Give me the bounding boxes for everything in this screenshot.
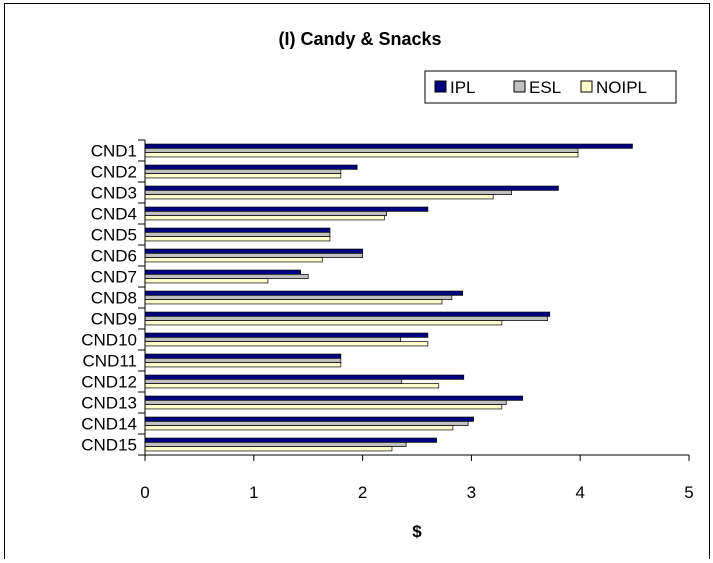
category-group bbox=[144, 395, 523, 410]
legend-swatch-esl bbox=[513, 80, 526, 93]
category-group bbox=[144, 269, 309, 284]
bar-esl-cnd6 bbox=[144, 253, 363, 259]
x-tick-label: 0 bbox=[140, 483, 149, 502]
bar-esl-cnd3 bbox=[144, 190, 513, 196]
y-tick-label: CND5 bbox=[91, 226, 137, 245]
category-group bbox=[144, 206, 429, 221]
category-group bbox=[144, 416, 474, 431]
legend: IPL ESL NOIPL bbox=[424, 70, 677, 104]
bar-ipl-cnd10 bbox=[144, 332, 429, 338]
bar-ipl-cnd2 bbox=[144, 164, 358, 170]
category-group bbox=[144, 332, 429, 347]
bar-noipl-cnd3 bbox=[144, 194, 494, 200]
category-group bbox=[144, 248, 363, 263]
y-tick-label: CND11 bbox=[83, 352, 137, 371]
category-group bbox=[144, 374, 465, 389]
bar-noipl-cnd9 bbox=[144, 320, 503, 326]
bar-esl-cnd11 bbox=[144, 358, 342, 364]
y-tick-label: CND3 bbox=[91, 184, 137, 203]
legend-label-esl: ESL bbox=[529, 78, 561, 97]
bar-ipl-cnd13 bbox=[144, 395, 523, 401]
bar-esl-cnd8 bbox=[144, 295, 453, 301]
x-axis-label: $ bbox=[412, 522, 422, 541]
bar-esl-cnd1 bbox=[144, 148, 579, 154]
bar-esl-cnd14 bbox=[144, 421, 469, 427]
category-group bbox=[144, 437, 437, 452]
category-group bbox=[144, 143, 633, 158]
x-tick-label: 2 bbox=[358, 483, 367, 502]
bar-ipl-cnd9 bbox=[144, 311, 551, 317]
category-group bbox=[144, 164, 358, 179]
chart-title: (I) Candy & Snacks bbox=[278, 29, 441, 49]
category-group bbox=[144, 290, 464, 305]
y-tick-label: CND9 bbox=[91, 310, 137, 329]
y-tick-label: CND12 bbox=[81, 373, 137, 392]
bar-esl-cnd4 bbox=[144, 211, 387, 217]
x-tick-label: 5 bbox=[684, 483, 693, 502]
chart-frame bbox=[4, 3, 710, 559]
bar-noipl-cnd1 bbox=[144, 152, 579, 158]
bar-esl-cnd2 bbox=[144, 169, 342, 175]
y-tick-label: CND1 bbox=[91, 142, 137, 161]
bar-noipl-cnd7 bbox=[144, 278, 269, 284]
bar-esl-cnd7 bbox=[144, 274, 309, 280]
y-tick-label: CND6 bbox=[91, 247, 137, 266]
y-tick-label: CND10 bbox=[81, 331, 137, 350]
y-tick-label: CND13 bbox=[81, 394, 137, 413]
bar-noipl-cnd13 bbox=[144, 404, 503, 410]
category-group bbox=[144, 311, 551, 326]
bar-ipl-cnd5 bbox=[144, 227, 331, 233]
bar-noipl-cnd5 bbox=[144, 236, 331, 242]
bar-ipl-cnd8 bbox=[144, 290, 464, 296]
bar-esl-cnd10 bbox=[144, 337, 402, 343]
bar-noipl-cnd2 bbox=[144, 173, 342, 179]
bar-ipl-cnd3 bbox=[144, 185, 559, 191]
bar-ipl-cnd4 bbox=[144, 206, 429, 212]
y-tick-label: CND15 bbox=[81, 436, 137, 455]
bar-noipl-cnd4 bbox=[144, 215, 385, 221]
legend-box bbox=[424, 70, 677, 104]
category-group bbox=[144, 353, 342, 368]
category-group bbox=[144, 227, 331, 242]
bar-noipl-cnd11 bbox=[144, 362, 342, 368]
bar-esl-cnd9 bbox=[144, 316, 548, 322]
y-tick-label: CND4 bbox=[91, 205, 137, 224]
category-group bbox=[144, 185, 559, 200]
x-tick-label: 3 bbox=[467, 483, 476, 502]
bar-esl-cnd13 bbox=[144, 400, 507, 406]
bar-noipl-cnd15 bbox=[144, 446, 393, 452]
bar-noipl-cnd6 bbox=[144, 257, 323, 263]
y-tick-label: CND14 bbox=[81, 415, 137, 434]
y-tick-label: CND2 bbox=[91, 163, 137, 182]
bar-noipl-cnd14 bbox=[144, 425, 454, 431]
bar-ipl-cnd11 bbox=[144, 353, 342, 359]
plot-area: CND1 CND2 CND3 CND4 CND5 CND6 CND7 CND8 CND9 CND1… bbox=[81, 139, 694, 502]
bar-esl-cnd12 bbox=[144, 379, 403, 385]
legend-swatch-noipl bbox=[580, 80, 593, 93]
legend-swatch-ipl bbox=[434, 80, 447, 93]
bar-ipl-cnd12 bbox=[144, 374, 465, 380]
x-tick-label: 1 bbox=[249, 483, 258, 502]
y-tick-label: CND8 bbox=[91, 289, 137, 308]
bar-esl-cnd15 bbox=[144, 442, 407, 448]
bar-noipl-cnd10 bbox=[144, 341, 429, 347]
bar-ipl-cnd1 bbox=[144, 143, 633, 149]
bar-ipl-cnd7 bbox=[144, 269, 301, 275]
bar-esl-cnd5 bbox=[144, 232, 331, 238]
x-tick-label: 4 bbox=[575, 483, 584, 502]
bar-ipl-cnd15 bbox=[144, 437, 437, 443]
bar-ipl-cnd14 bbox=[144, 416, 474, 422]
legend-label-ipl: IPL bbox=[450, 78, 476, 97]
bar-noipl-cnd8 bbox=[144, 299, 443, 305]
bar-ipl-cnd6 bbox=[144, 248, 363, 254]
bar-noipl-cnd12 bbox=[144, 383, 440, 389]
y-tick-label: CND7 bbox=[91, 268, 137, 287]
legend-label-noipl: NOIPL bbox=[596, 78, 647, 97]
